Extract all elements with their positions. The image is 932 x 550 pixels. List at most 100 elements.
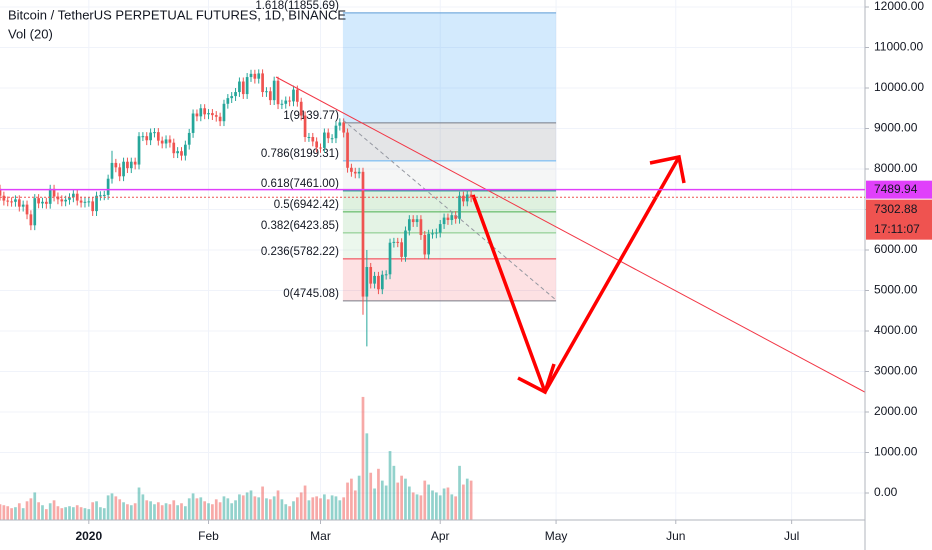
volume-bar xyxy=(280,499,284,520)
candle-body xyxy=(377,275,380,290)
volume-bar xyxy=(330,495,334,520)
volume-bar xyxy=(346,482,349,520)
volume-bar xyxy=(64,507,67,520)
volume-bar xyxy=(156,502,160,520)
price-axis xyxy=(865,0,932,550)
candle-body xyxy=(330,138,334,140)
volume-bar xyxy=(75,505,79,520)
fib-label: 0.618(7461.00) xyxy=(261,178,339,190)
volume-bar xyxy=(2,505,6,520)
y-tick-label: 1000.00 xyxy=(874,445,918,459)
candle-body xyxy=(44,201,48,204)
candle-body xyxy=(427,233,430,255)
candle-body xyxy=(48,188,52,204)
volume-bar xyxy=(458,465,461,520)
candle-body xyxy=(342,122,346,133)
candle-body xyxy=(462,195,465,202)
volume-bar xyxy=(284,504,288,520)
volume-bar xyxy=(110,493,114,520)
candle-body xyxy=(288,100,291,102)
candle-body xyxy=(253,73,257,79)
volume-bar xyxy=(454,496,458,520)
candle-body xyxy=(323,132,326,148)
candle-body xyxy=(284,100,288,104)
volume-bar xyxy=(388,451,392,520)
candle-body xyxy=(303,115,307,138)
volume-bar xyxy=(465,478,469,520)
volume-bar xyxy=(392,465,396,520)
volume-bar xyxy=(145,500,149,520)
candle-body xyxy=(350,167,353,172)
volume-bar xyxy=(462,484,465,520)
volume-bar xyxy=(114,496,118,520)
volume-bar xyxy=(133,503,137,520)
candle-body xyxy=(276,80,280,105)
volume-bar xyxy=(218,502,222,520)
candle-body xyxy=(72,193,75,198)
candle-body xyxy=(469,194,473,198)
candle-body xyxy=(234,92,237,97)
volume-bar xyxy=(326,499,330,520)
volume-bar xyxy=(315,496,319,520)
volume-bar xyxy=(99,507,102,520)
volume-bar xyxy=(137,487,141,520)
fib-label: 0.382(6423.85) xyxy=(261,220,339,232)
volume-bar xyxy=(292,501,295,520)
fib-label: 0.786(8199.31) xyxy=(261,148,339,160)
volume-bar xyxy=(207,503,210,520)
volume-bar xyxy=(184,506,187,520)
candle-body xyxy=(400,242,403,257)
candle-body xyxy=(2,195,6,201)
candle-body xyxy=(257,73,261,79)
volume-bar xyxy=(350,478,353,520)
candle-body xyxy=(176,151,179,154)
volume-bar xyxy=(187,498,191,520)
fib-zone xyxy=(342,122,557,161)
overlay: 0.00 1000.00 2000.00 3000.00 4000.00 5000.00 6… xyxy=(75,0,924,543)
volume-bar xyxy=(334,496,338,520)
fib-zone xyxy=(342,12,557,123)
y-tick-label: 3000.00 xyxy=(874,364,918,378)
volume-bar xyxy=(176,505,179,520)
volume-bar xyxy=(268,499,272,520)
candle-body xyxy=(299,101,303,116)
candle-body xyxy=(407,219,411,231)
volume-bar xyxy=(102,508,106,520)
candle-body xyxy=(218,116,222,122)
volume-bar xyxy=(230,503,234,520)
candle-body xyxy=(307,137,311,139)
volume-bar xyxy=(17,503,21,520)
candle-body xyxy=(380,274,384,290)
volume-bar xyxy=(199,497,203,520)
candle-body xyxy=(438,224,442,233)
y-tick-label: 0.00 xyxy=(874,485,898,499)
candle-body xyxy=(353,171,357,174)
x-tick-label: Jul xyxy=(784,529,799,543)
volume-bar xyxy=(373,488,376,520)
candle-body xyxy=(280,103,284,105)
candle-body xyxy=(180,151,183,156)
last-price-badge xyxy=(866,199,932,240)
x-tick-label: Jun xyxy=(666,529,685,543)
volume-bar xyxy=(407,486,411,520)
candle-body xyxy=(238,81,241,93)
candle-body xyxy=(435,232,438,234)
fib-zone xyxy=(342,190,557,212)
y-tick-label: 8000.00 xyxy=(874,161,918,175)
volume-bar xyxy=(299,492,303,520)
candle-body xyxy=(450,215,454,221)
candle-body xyxy=(160,140,164,144)
candle-body xyxy=(10,201,13,203)
volume-bar xyxy=(10,508,13,520)
alert-badge xyxy=(866,180,932,199)
candle-body xyxy=(0,188,2,196)
candle-body xyxy=(272,80,276,101)
candle-body xyxy=(52,188,56,197)
volume-bar xyxy=(369,472,373,520)
candle-body xyxy=(268,91,272,101)
y-tick-label: 6000.00 xyxy=(874,242,918,256)
candle-body xyxy=(211,113,214,116)
volume-bar xyxy=(214,499,218,520)
